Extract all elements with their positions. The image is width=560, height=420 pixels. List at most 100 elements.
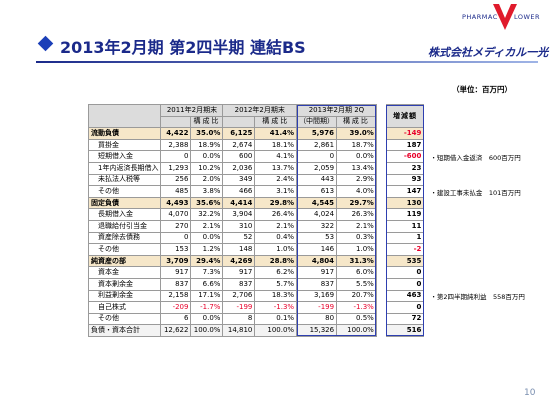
ratio-header: 構成比 <box>254 115 298 129</box>
spacer <box>376 197 387 209</box>
note-cell: ・建設工事未払金 101百万円 <box>423 185 560 200</box>
value-cell: 29.8% <box>254 196 298 210</box>
item-row: 退職給付引当金 270 2.1% 310 2.1% 322 2.1% 11 <box>87 219 560 233</box>
note: ・建設工事未払金 101百万円 <box>430 188 520 200</box>
value-cell: 29.4% <box>190 254 224 268</box>
spacer <box>376 185 387 198</box>
title-bullet <box>37 35 54 52</box>
item-row: 買掛金 2,388 18.9% 2,674 18.1% 2,861 18.7% 187 <box>87 138 560 152</box>
row-label: 純資産の部 <box>87 254 162 268</box>
value-cell: 2.9% <box>336 173 377 187</box>
value-cell: 18.7% <box>336 138 377 152</box>
item-row: その他 6 0.0% 8 0.1% 80 0.5% 72 <box>87 312 560 326</box>
value-cell: -600 <box>385 150 425 163</box>
value-cell: 72 <box>385 312 425 326</box>
value-cell: 6.2% <box>254 266 298 279</box>
row-label: 未払法人税等 <box>87 173 162 187</box>
value-cell: 100.0% <box>336 324 377 337</box>
row-label: 資本剰余金 <box>87 277 162 291</box>
sub-header: （中間期） <box>296 115 338 129</box>
value-cell: 4.1% <box>254 150 298 163</box>
value-cell: 4,804 <box>296 254 338 268</box>
spacer <box>376 232 387 244</box>
value-cell: -199 <box>222 301 256 314</box>
value-cell: 3,169 <box>296 289 338 303</box>
value-cell: 8 <box>222 312 256 326</box>
title-underline <box>36 61 538 63</box>
value-cell: 2.1% <box>254 219 298 233</box>
spacer <box>376 324 387 337</box>
value-cell: 17.1% <box>190 289 224 303</box>
value-cell: 0.1% <box>254 312 298 326</box>
value-cell: 12,622 <box>160 324 192 337</box>
value-cell: 14,810 <box>222 324 256 337</box>
value-cell: 0 <box>160 231 192 245</box>
header-cell <box>222 115 256 129</box>
value-cell: 100.0% <box>254 324 298 337</box>
logo-mark <box>493 4 517 30</box>
spacer <box>376 162 387 175</box>
value-cell: 2,036 <box>222 161 256 175</box>
value-cell: 2.0% <box>190 173 224 187</box>
period-header: 2013年2月期 2Q <box>296 104 377 117</box>
value-cell: 0.0% <box>190 231 224 245</box>
item-row: その他 153 1.2% 148 1.0% 146 1.0% -2 <box>87 243 560 256</box>
value-cell: 15,326 <box>296 324 338 337</box>
value-cell: 13.4% <box>336 161 377 175</box>
item-row: 利益剰余金 2,158 17.1% 2,706 18.3% 3,169 20.7% 463 ・第… <box>87 289 560 313</box>
value-cell: 485 <box>160 185 192 198</box>
note-cell <box>423 266 560 279</box>
value-cell: 463 <box>385 289 425 303</box>
value-cell: 29.7% <box>336 196 377 210</box>
note-cell <box>423 162 560 175</box>
spacer <box>376 220 387 233</box>
value-cell: -1.3% <box>254 301 298 314</box>
note-line: ・第2四半期純利益 558百万円 <box>430 293 525 301</box>
value-cell: 0 <box>385 277 425 291</box>
title: 2013年2月期 第2四半期 連結BS <box>60 38 306 57</box>
note-cell <box>423 104 560 128</box>
note-cell <box>423 243 560 256</box>
value-cell: 917 <box>160 266 192 279</box>
period-header: 2012年2月期末 <box>222 104 298 117</box>
value-cell: 3,709 <box>160 254 192 268</box>
item-row: 1年内返済長期借入 1,293 10.2% 2,036 13.7% 2,059 13.4% 2… <box>87 161 560 175</box>
value-cell: 153 <box>160 243 192 256</box>
value-cell: -1.3% <box>336 301 377 314</box>
value-cell: 0.5% <box>336 312 377 326</box>
value-cell: -199 <box>296 301 338 314</box>
note-cell <box>423 255 560 267</box>
value-cell: 6.0% <box>336 266 377 279</box>
spacer <box>376 127 387 140</box>
value-cell: 32.2% <box>190 208 224 221</box>
row-label: 短期借入金 <box>87 150 162 163</box>
value-cell: 5.7% <box>254 277 298 291</box>
item-row: 未払法人税等 256 2.0% 349 2.4% 443 2.9% 93 <box>87 173 560 187</box>
value-cell: 2,706 <box>222 289 256 303</box>
value-cell: 613 <box>296 185 338 198</box>
section-row: 固定負債 4,493 35.6% 4,414 29.8% 4,545 29.7% 130 <box>87 196 560 210</box>
row-label: その他 <box>87 185 162 198</box>
value-cell: 31.3% <box>336 254 377 268</box>
value-cell: 2.1% <box>190 219 224 233</box>
value-cell: 7.3% <box>190 266 224 279</box>
section-row: 純資産の部 3,709 29.4% 4,269 28.8% 4,804 31.3% 535 <box>87 254 560 268</box>
value-cell: 93 <box>385 173 425 187</box>
total-row: 負債・資本合計 12,622 100.0% 14,810 100.0% 15,326 100… <box>87 324 560 337</box>
value-cell: 148 <box>222 243 256 256</box>
row-label: 1年内返済長期借入 <box>87 161 162 175</box>
value-cell: 349 <box>222 173 256 187</box>
spacer <box>376 301 387 314</box>
value-cell: 4,493 <box>160 196 192 210</box>
value-cell: 3.1% <box>254 185 298 198</box>
value-cell: -149 <box>385 127 425 140</box>
unit-label: （単位：百万円） <box>452 85 512 94</box>
spacer <box>376 266 387 279</box>
value-cell: 4,024 <box>296 208 338 221</box>
value-cell: 2,674 <box>222 138 256 152</box>
value-cell: 20.7% <box>336 289 377 303</box>
value-cell: -1.7% <box>190 301 224 314</box>
spacer <box>376 278 387 290</box>
row-label: 自己株式 <box>87 301 162 314</box>
row-label: その他 <box>87 312 162 326</box>
